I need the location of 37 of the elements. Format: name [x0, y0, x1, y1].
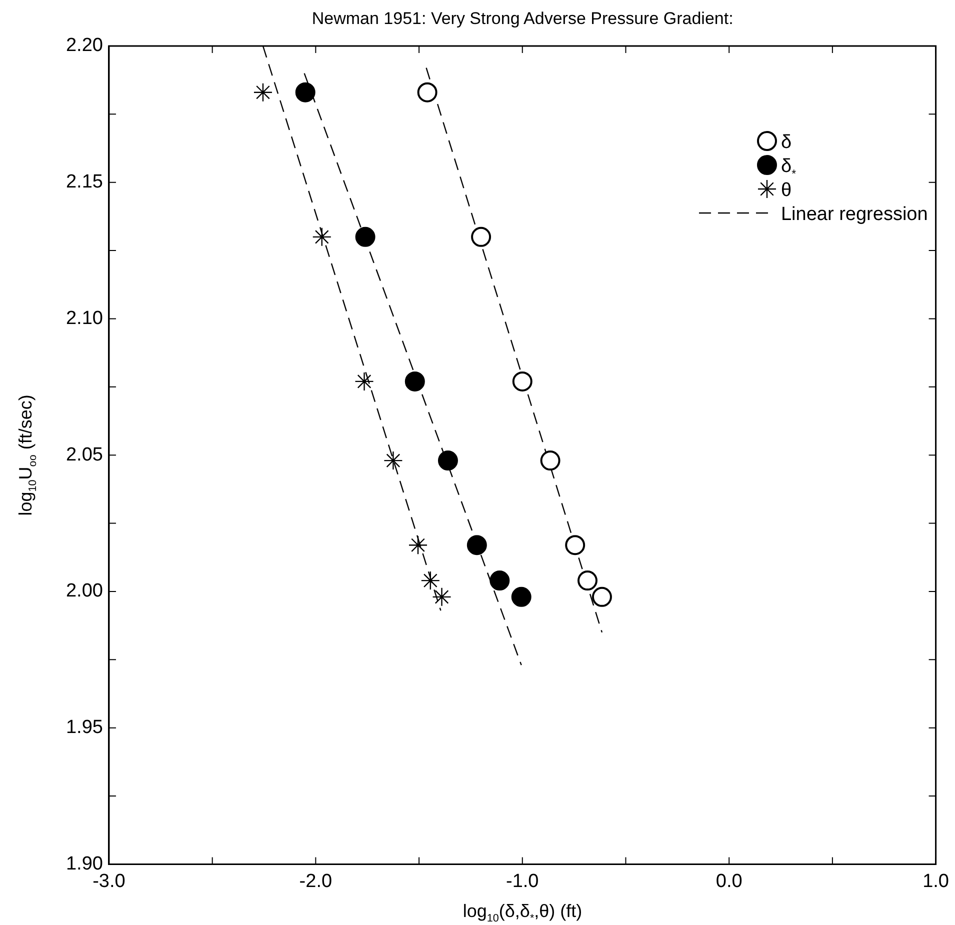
y-tick-label: 2.20 — [66, 35, 103, 56]
point — [312, 227, 332, 247]
point — [466, 535, 487, 556]
y-tick-label: 1.95 — [66, 717, 103, 738]
point — [253, 82, 273, 102]
legend-label: δ — [780, 132, 792, 153]
point — [511, 586, 532, 607]
x-tick-label: -1.0 — [506, 870, 539, 892]
legend-label: θ — [780, 180, 792, 201]
chart-title: Newman 1951: Very Strong Adverse Pressure Gradient: — [312, 9, 734, 28]
point — [565, 535, 586, 556]
point — [432, 587, 452, 607]
point — [295, 82, 316, 102]
x-tick-label: 1.0 — [922, 870, 950, 892]
point — [540, 450, 560, 471]
x-tick-label: -2.0 — [299, 870, 332, 892]
point — [404, 371, 425, 392]
point — [384, 450, 403, 470]
y-tick-label: 2.10 — [66, 308, 103, 329]
point — [354, 372, 374, 392]
point — [490, 570, 510, 591]
point — [417, 82, 438, 102]
x-axis-title: log$_{10}$(δ,δ$_{*}$,θ) (ft) — [462, 901, 582, 925]
y-tick-label: 2.00 — [66, 580, 103, 602]
point — [355, 226, 376, 247]
point — [471, 226, 492, 247]
legend-label: δ* — [780, 156, 797, 181]
point — [408, 536, 428, 555]
point — [512, 371, 532, 392]
point — [592, 586, 612, 607]
y-tick-label: 2.05 — [66, 444, 103, 466]
point — [438, 450, 458, 471]
point — [578, 570, 598, 591]
x-tick-label: 0.0 — [716, 870, 742, 892]
legend-label: Linear regression — [780, 204, 928, 225]
point — [420, 570, 440, 590]
y-tick-label: 2.15 — [66, 172, 103, 193]
